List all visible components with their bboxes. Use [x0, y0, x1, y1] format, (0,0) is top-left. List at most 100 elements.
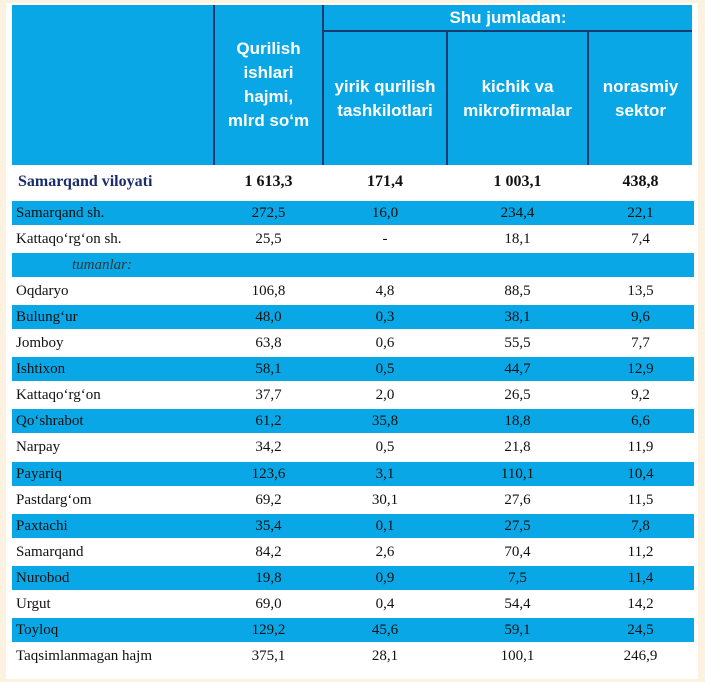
- cell-large: 0,5: [375, 361, 395, 377]
- cell-total: 272,5: [251, 205, 286, 221]
- cell-large: 0,6: [375, 335, 395, 351]
- cell-large: 0,5: [375, 439, 395, 455]
- cell-small: 110,1: [500, 466, 535, 482]
- cell-total: [215, 253, 322, 277]
- region-name: Samarqand sh.: [16, 205, 105, 221]
- cell-informal: 11,9: [627, 439, 654, 455]
- cell-small: 100,1: [500, 648, 535, 664]
- region-name: Nurobod: [16, 570, 70, 586]
- region-name: Bulung‘ur: [16, 309, 78, 325]
- cell-total: 25,5: [255, 231, 282, 247]
- table-row: Payariq 123,6 3,1 110,1 10,4: [12, 462, 694, 486]
- header-divider: [446, 30, 448, 165]
- header-col-informal: norasmiy sektor: [589, 32, 692, 165]
- cell-large: [324, 253, 446, 277]
- table-row: Taqsimlanmagan hajm 375,1 28,1 100,1 246,9: [12, 644, 694, 668]
- cell-informal: 10,4: [627, 466, 654, 482]
- header-col-informal-text: norasmiy sektor: [602, 76, 679, 120]
- cell-total: 69,2: [255, 492, 282, 508]
- table-row: Ishtixon 58,1 0,5 44,7 12,9: [12, 357, 694, 381]
- region-name: Narpay: [16, 439, 61, 455]
- header-col-large: yirik qurilish tashkilotlari: [324, 32, 446, 165]
- cell-total: 19,8: [255, 570, 282, 586]
- table-row: Samarqand sh. 272,5 16,0 234,4 22,1: [12, 201, 694, 225]
- cell-informal: 14,2: [627, 596, 654, 612]
- cell-informal: 22,1: [627, 205, 654, 221]
- cell-informal: 24,5: [627, 622, 654, 638]
- total-row: Samarqand viloyati 1 613,3 171,4 1 003,1…: [12, 170, 694, 194]
- section-label-row: tumanlar:: [12, 253, 694, 277]
- cell-total: 58,1: [255, 361, 282, 377]
- cell-large: 3,1: [375, 466, 395, 482]
- header-divider: [322, 5, 324, 165]
- cell-total: 37,7: [255, 387, 282, 403]
- cell-small: 7,5: [508, 570, 527, 586]
- header-divider: [213, 5, 215, 165]
- table-row: Kattaqo‘rg‘on 37,7 2,0 26,5 9,2: [12, 383, 694, 407]
- cell-informal: 11,4: [627, 570, 654, 586]
- header-col-total: Qurilish ishlari hajmi, mlrd so‘m: [215, 5, 322, 165]
- cell-total: 129,2: [251, 622, 286, 638]
- cell-large: 171,4: [367, 173, 403, 190]
- cell-total: 375,1: [251, 648, 286, 664]
- cell-total: 69,0: [255, 596, 282, 612]
- cell-large: 30,1: [371, 492, 399, 508]
- cell-small: 27,5: [504, 518, 531, 534]
- table-row: Nurobod 19,8 0,9 7,5 11,4: [12, 566, 694, 590]
- header-divider: [322, 30, 692, 32]
- cell-small: 59,1: [504, 622, 531, 638]
- cell-large: 2,6: [375, 544, 395, 560]
- cell-informal: [589, 253, 692, 277]
- cell-large: 0,9: [375, 570, 395, 586]
- cell-total: 84,2: [255, 544, 282, 560]
- cell-large: 45,6: [371, 622, 399, 638]
- cell-informal: 7,8: [631, 518, 650, 534]
- region-name: tumanlar:: [72, 257, 132, 273]
- table-row: Narpay 34,2 0,5 21,8 11,9: [12, 435, 694, 459]
- region-name: Toyloq: [16, 622, 59, 638]
- region-name: Payariq: [16, 466, 62, 482]
- table-row: Toyloq 129,2 45,6 59,1 24,5: [12, 618, 694, 642]
- cell-small: 234,4: [500, 205, 535, 221]
- region-name: Kattaqo‘rg‘on: [16, 387, 101, 403]
- cell-large: 0,3: [375, 309, 395, 325]
- cell-small: 44,7: [504, 361, 531, 377]
- header-divider: [587, 30, 589, 165]
- cell-total: 63,8: [255, 335, 282, 351]
- cell-total: 106,8: [251, 283, 286, 299]
- cell-small: 18,8: [504, 413, 531, 429]
- cell-total: 61,2: [255, 413, 282, 429]
- header-group-label: Shu jumladan:: [324, 5, 692, 30]
- cell-large: 16,0: [371, 205, 399, 221]
- cell-small: 54,4: [504, 596, 531, 612]
- cell-small: 1 003,1: [493, 173, 542, 190]
- cell-large: 0,1: [375, 518, 395, 534]
- cell-large: 2,0: [375, 387, 395, 403]
- table-row: Urgut 69,0 0,4 54,4 14,2: [12, 592, 694, 616]
- cell-informal: 11,2: [627, 544, 654, 560]
- cell-large: 0,4: [375, 596, 395, 612]
- header-group-text: Shu jumladan:: [449, 7, 567, 27]
- table-row: Paxtachi 35,4 0,1 27,5 7,8: [12, 514, 694, 538]
- cell-total: 123,6: [251, 466, 286, 482]
- region-name: Oqdaryo: [16, 283, 69, 299]
- cell-informal: 246,9: [623, 648, 658, 664]
- header-col-large-text: yirik qurilish tashkilotlari: [334, 76, 436, 120]
- cell-informal: 9,2: [631, 387, 650, 403]
- header-col-small-text: kichik va mikrofirmalar: [463, 76, 572, 120]
- region-name: Samarqand viloyati: [18, 173, 153, 190]
- cell-informal: 13,5: [627, 283, 654, 299]
- region-name: Pastdarg‘om: [16, 492, 92, 508]
- cell-informal: 6,6: [631, 413, 650, 429]
- cell-small: 88,5: [504, 283, 531, 299]
- cell-small: 27,6: [504, 492, 531, 508]
- table-row: Samarqand 84,2 2,6 70,4 11,2: [12, 540, 694, 564]
- cell-small: 70,4: [504, 544, 531, 560]
- table-row: Kattaqo‘rg‘on sh. 25,5 - 18,1 7,4: [12, 227, 694, 251]
- region-name: Ishtixon: [16, 361, 66, 377]
- region-name: Qo‘shrabot: [16, 413, 84, 429]
- cell-large: -: [382, 231, 388, 247]
- cell-informal: 7,4: [631, 231, 650, 247]
- cell-total: 48,0: [255, 309, 282, 325]
- cell-large: 4,8: [375, 283, 395, 299]
